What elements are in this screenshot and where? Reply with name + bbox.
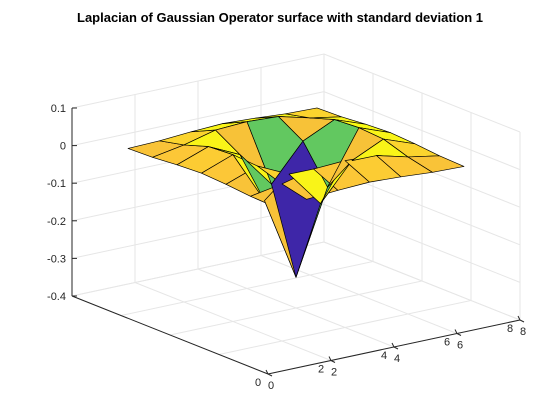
z-tick-label: -0.1 <box>47 178 66 190</box>
z-tick-label: 0 <box>60 141 66 153</box>
z-tick-label: 0.1 <box>51 103 66 115</box>
axis-layer: 0 2 4 6 8 0 2 4 6 8 -0.4 -0.3 -0.2 -0.1 0 0.1 <box>47 103 526 392</box>
grid-line-z <box>71 91 521 171</box>
y-tick-label: 0 <box>255 377 261 389</box>
grid-line-z <box>71 203 521 283</box>
surface-patch <box>407 155 465 173</box>
x-tick-label: 8 <box>520 326 526 338</box>
y-tick <box>330 360 336 363</box>
x-tick <box>517 315 521 321</box>
y-tick-label: 6 <box>444 337 450 349</box>
z-tick-label: -0.3 <box>47 253 66 265</box>
x-tick <box>328 356 332 361</box>
x-tick <box>454 329 458 334</box>
y-axis-line <box>71 295 269 375</box>
x-tick <box>265 369 269 375</box>
grid-line-z <box>71 241 521 321</box>
z-tick-label: -0.4 <box>47 291 66 303</box>
grid-layer <box>71 53 521 375</box>
y-tick <box>393 346 399 350</box>
y-tick <box>456 333 462 336</box>
y-tick-label: 2 <box>318 364 324 376</box>
x-tick-label: 6 <box>457 340 463 352</box>
y-tick <box>519 319 525 323</box>
y-tick <box>267 373 273 377</box>
x-tick <box>391 342 395 348</box>
z-tick-label: -0.2 <box>47 216 66 228</box>
y-tick-label: 8 <box>507 323 513 335</box>
x-tick-label: 4 <box>394 353 400 365</box>
x-tick-label: 2 <box>331 367 337 379</box>
x-tick-label: 0 <box>268 380 274 392</box>
surface-layer <box>127 107 465 278</box>
chart-title: Laplacian of Gaussian Operator surface w… <box>77 10 483 25</box>
grid-line-z <box>71 53 521 133</box>
y-tick-label: 4 <box>381 350 387 362</box>
